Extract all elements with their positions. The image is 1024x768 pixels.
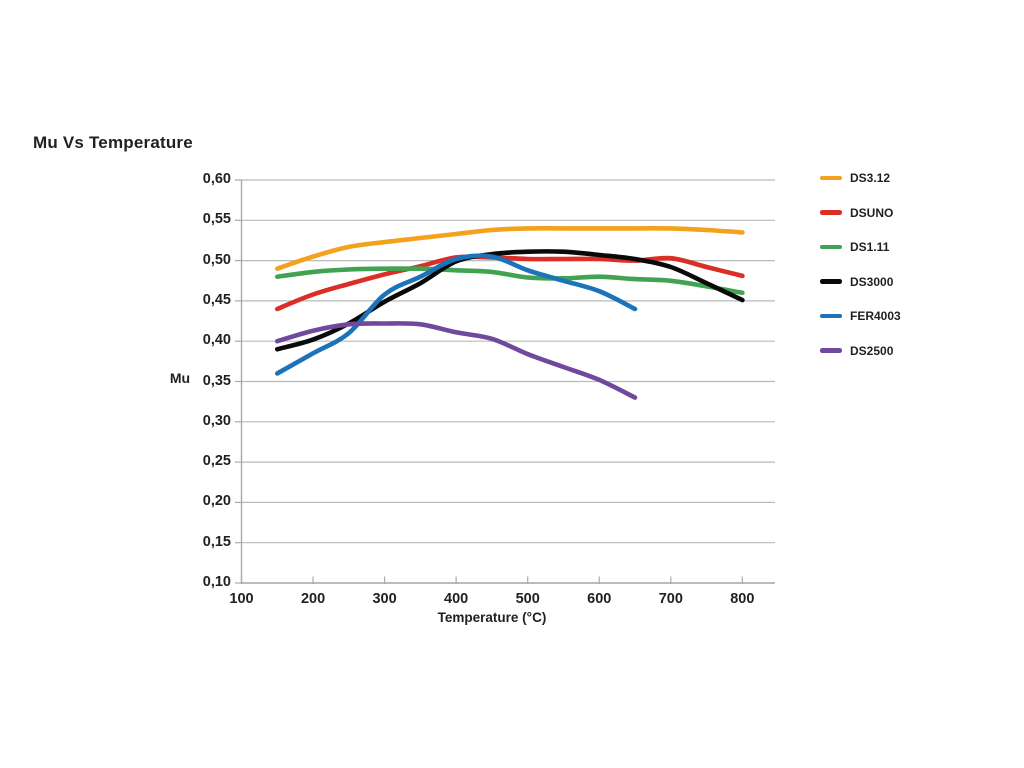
legend-swatch-icon (820, 313, 842, 319)
y-axis-title: Mu (169, 370, 191, 386)
legend-label: DSUNO (850, 205, 894, 220)
legend-entry-ds2500: DS2500 (820, 344, 901, 358)
x-tick-label: 200 (300, 591, 326, 607)
x-tick-label: 800 (730, 591, 755, 607)
legend-label: DS2500 (850, 343, 894, 358)
x-axis-title: Temperature (°C) (437, 610, 547, 625)
legend-label: DS1.11 (850, 240, 890, 254)
legend-label: DS3.12 (850, 171, 891, 185)
x-tick-label: 600 (587, 591, 612, 607)
legend-swatch-icon (820, 348, 842, 353)
series-line-dsuno (274, 254, 745, 312)
series-line-ds2500 (274, 321, 638, 400)
legend-entry-ds312: DS3.12 (820, 171, 901, 185)
chart-title: Mu Vs Temperature (33, 133, 193, 152)
legend-entry-ds3000: DS3000 (820, 275, 901, 289)
series-line-fer4003 (274, 253, 638, 376)
legend-label: FER4003 (850, 309, 901, 323)
legend-swatch-icon (820, 244, 842, 250)
y-tick-label: 0,50 (202, 251, 231, 268)
x-tick-label: 700 (658, 591, 683, 607)
legend: DS3.12 DSUNO DS1.11 DS3000 FER4003 DS2500 (820, 171, 901, 378)
y-tick-label: 0,10 (202, 574, 231, 590)
legend-swatch-icon (820, 279, 842, 284)
y-tick-label: 0,20 (202, 493, 231, 510)
y-tick-label: 0,45 (202, 291, 231, 308)
legend-entry-dsuno: DSUNO (820, 206, 901, 220)
legend-entry-fer4003: FER4003 (820, 309, 901, 323)
legend-label: DS3000 (850, 274, 894, 289)
series-line-ds111 (274, 266, 745, 296)
legend-swatch-icon (820, 175, 842, 181)
series-line-ds312 (274, 225, 745, 271)
y-tick-label: 0,30 (202, 412, 231, 429)
x-tick-label: 400 (444, 591, 469, 607)
y-tick-label: 0,55 (202, 211, 231, 228)
x-tick-label: 300 (372, 591, 397, 607)
legend-swatch-icon (820, 210, 842, 215)
legend-entry-ds111: DS1.11 (820, 240, 901, 254)
y-tick-label: 0,15 (202, 533, 231, 550)
y-tick-label: 0,35 (202, 372, 231, 389)
y-tick-label: 0,40 (202, 332, 231, 349)
x-tick-label: 500 (515, 591, 540, 607)
x-tick-label: 100 (229, 591, 254, 607)
y-tick-label: 0,25 (202, 453, 231, 470)
y-tick-label: 0,60 (202, 171, 231, 187)
